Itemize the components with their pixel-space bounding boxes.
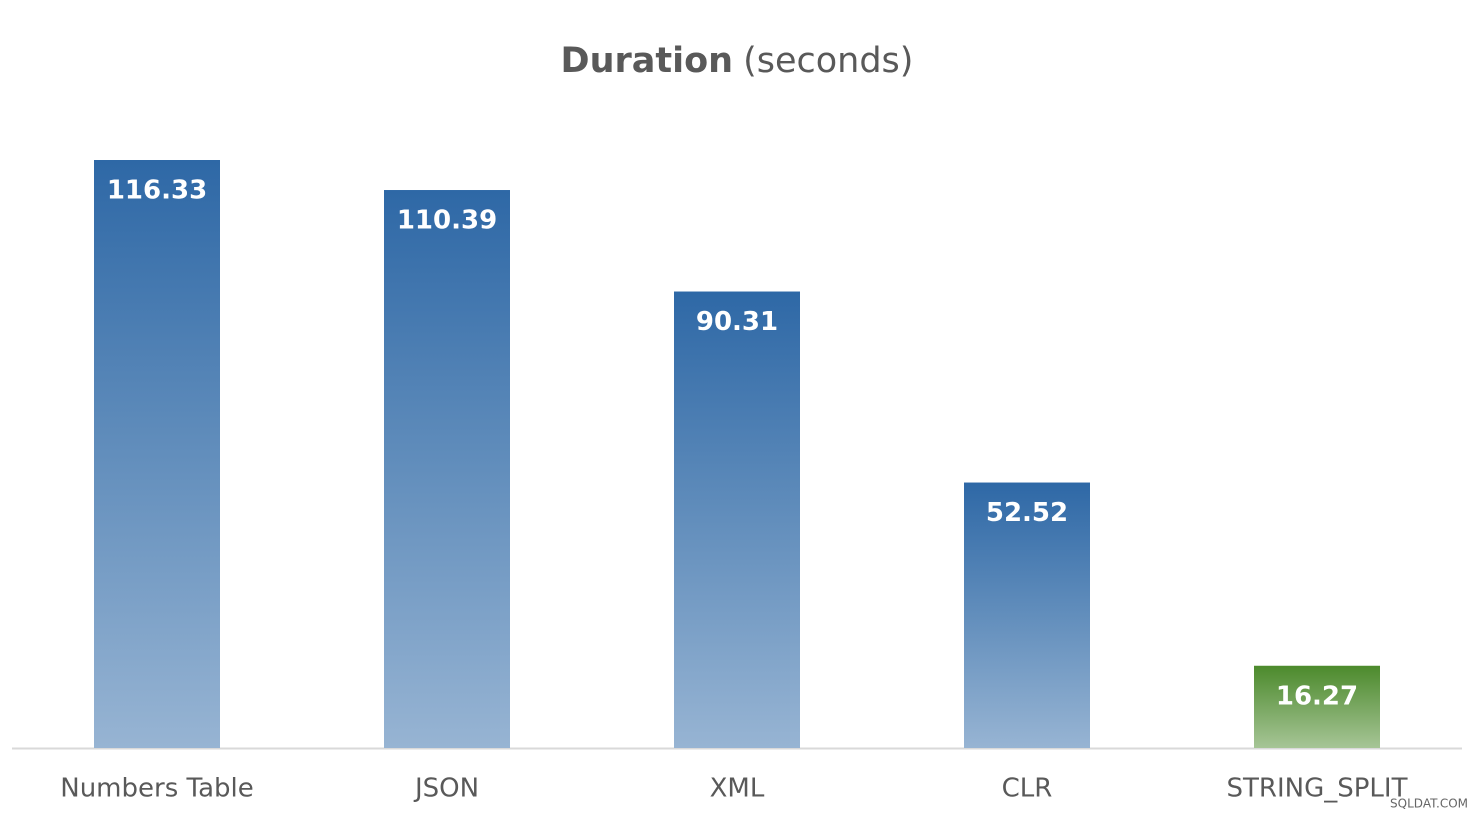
x-tick-label: STRING_SPLIT: [1227, 774, 1408, 804]
value-label: 116.33: [107, 176, 207, 206]
value-label: 110.39: [397, 206, 497, 236]
bar: [94, 160, 220, 748]
bar: [674, 291, 800, 748]
watermark: SQLDAT.COM: [1390, 797, 1468, 811]
title-unit: (seconds): [743, 41, 913, 81]
value-label: 90.31: [696, 307, 778, 337]
x-tick-label: Numbers Table: [60, 774, 254, 804]
x-tick-label: JSON: [413, 774, 479, 804]
value-label: 16.27: [1276, 681, 1358, 711]
x-tick-label: XML: [710, 774, 765, 804]
chart-title: Duration (seconds): [561, 41, 914, 81]
title-main: Duration: [561, 41, 734, 81]
value-label: 52.52: [986, 498, 1068, 528]
bar: [964, 482, 1090, 748]
x-tick-label: CLR: [1002, 774, 1053, 804]
bar: [1254, 665, 1380, 748]
bar: [384, 190, 510, 749]
